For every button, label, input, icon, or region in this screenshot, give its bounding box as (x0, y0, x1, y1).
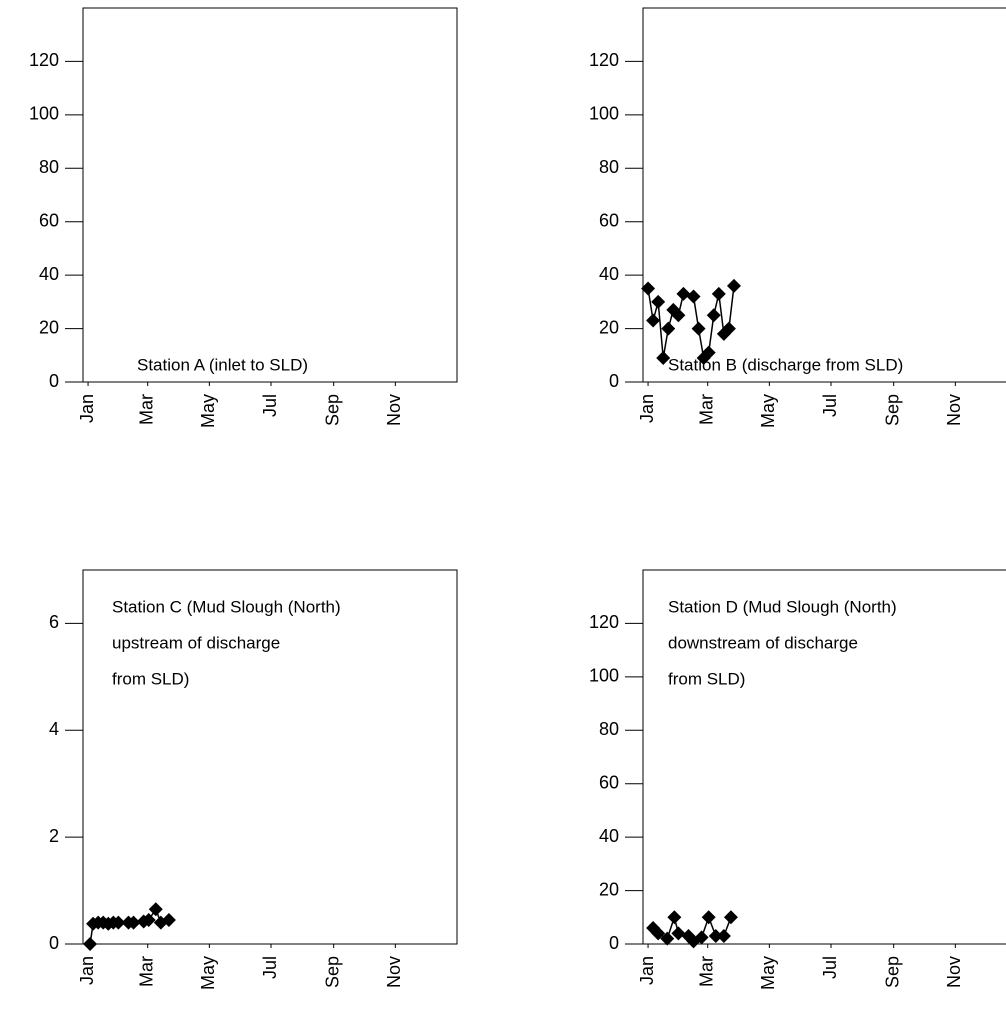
annotation: Station C (Mud Slough (North) (112, 597, 341, 616)
annotation: Station D (Mud Slough (North) (668, 597, 897, 616)
plot-frame (642, 569, 1006, 945)
y-tick-label: 100 (29, 104, 59, 124)
x-tick-label: Nov (384, 394, 404, 426)
y-tick-label: 120 (589, 50, 619, 70)
data-point (708, 928, 723, 943)
data-point (676, 286, 691, 301)
data-point (111, 915, 126, 930)
y-tick-label: 0 (609, 371, 619, 391)
plot-frame (642, 7, 1006, 383)
data-point (701, 910, 716, 925)
x-tick-label: Jan (637, 956, 657, 985)
y-tick-label: 120 (589, 612, 619, 632)
y-tick-label: 100 (589, 104, 619, 124)
data-point (706, 308, 721, 323)
x-tick-label: Jul (820, 394, 840, 417)
x-tick-label: Sep (322, 956, 342, 988)
x-tick-label: Nov (944, 394, 964, 426)
y-tick-label: 6 (49, 612, 59, 632)
y-tick-label: 2 (49, 826, 59, 846)
data-point (141, 912, 156, 927)
x-tick-label: Sep (882, 394, 902, 426)
data-point (671, 308, 686, 323)
annotation: upstream of discharge (112, 633, 280, 652)
data-point (671, 926, 686, 941)
y-tick-label: 4 (49, 719, 59, 739)
y-tick-label: 80 (599, 719, 619, 739)
data-point (661, 321, 676, 336)
annotation: from SLD) (112, 669, 189, 688)
y-tick-label: 20 (599, 317, 619, 337)
y-tick-label: 0 (49, 371, 59, 391)
data-point (694, 930, 709, 945)
x-tick-label: Mar (136, 394, 156, 425)
y-tick-label: 100 (589, 666, 619, 686)
x-tick-label: May (198, 394, 218, 428)
data-point (701, 345, 716, 360)
data-point (716, 928, 731, 943)
y-tick-label: 20 (599, 879, 619, 899)
annotation: Station B (discharge from SLD) (668, 355, 903, 374)
annotation: Station A (inlet to SLD) (137, 355, 308, 374)
data-point (723, 910, 738, 925)
x-tick-label: Jan (77, 394, 97, 423)
y-tick-label: 60 (599, 772, 619, 792)
data-point (660, 931, 675, 946)
x-tick-label: Nov (944, 956, 964, 988)
x-tick-label: Jul (260, 956, 280, 979)
y-tick-label: 60 (39, 210, 59, 230)
data-point (686, 289, 701, 304)
data-point (721, 321, 736, 336)
x-tick-label: Jan (637, 394, 657, 423)
x-tick-label: Jul (260, 394, 280, 417)
data-point (148, 902, 163, 917)
y-tick-label: 120 (29, 50, 59, 70)
plot-frame (82, 7, 458, 383)
x-tick-label: May (198, 956, 218, 990)
annotation: downstream of discharge (668, 633, 858, 652)
data-point (126, 915, 141, 930)
y-tick-label: 20 (39, 317, 59, 337)
x-tick-label: Nov (384, 956, 404, 988)
y-tick-label: 40 (599, 826, 619, 846)
x-tick-label: Mar (696, 956, 716, 987)
data-point (711, 286, 726, 301)
x-tick-label: May (758, 956, 778, 990)
y-tick-label: 40 (39, 264, 59, 284)
plot-frame (82, 569, 458, 945)
data-point (641, 281, 656, 296)
y-tick-label: 40 (599, 264, 619, 284)
y-tick-label: 80 (599, 157, 619, 177)
data-point (651, 294, 666, 309)
x-tick-label: Sep (322, 394, 342, 426)
y-tick-label: 0 (49, 933, 59, 953)
x-tick-label: Jan (77, 956, 97, 985)
y-tick-label: 0 (609, 933, 619, 953)
x-tick-label: Mar (696, 394, 716, 425)
data-point (651, 926, 666, 941)
x-tick-label: Jul (820, 956, 840, 979)
data-point (646, 313, 661, 328)
y-tick-label: 80 (39, 157, 59, 177)
data-point (726, 278, 741, 293)
x-tick-label: Mar (136, 956, 156, 987)
data-point (83, 937, 98, 951)
x-tick-label: May (758, 394, 778, 428)
data-point (667, 910, 682, 925)
data-point (161, 912, 176, 927)
annotation: from SLD) (668, 669, 745, 688)
data-point (656, 350, 671, 365)
data-point (691, 321, 706, 336)
x-tick-label: Sep (882, 956, 902, 988)
y-tick-label: 60 (599, 210, 619, 230)
